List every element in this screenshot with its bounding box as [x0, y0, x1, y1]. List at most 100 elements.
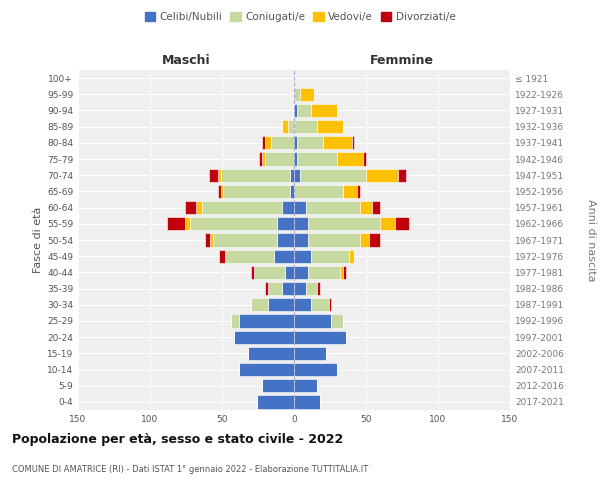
Bar — [311, 104, 337, 117]
Bar — [308, 217, 380, 230]
Bar — [259, 152, 262, 166]
Bar — [294, 104, 297, 117]
Bar — [251, 266, 254, 279]
Bar — [293, 104, 294, 117]
Bar — [343, 266, 346, 279]
Bar — [331, 314, 343, 328]
Bar — [300, 168, 366, 182]
Bar — [380, 217, 395, 230]
Bar — [305, 282, 317, 295]
Bar — [221, 168, 290, 182]
Bar — [219, 250, 225, 263]
Bar — [366, 168, 398, 182]
Bar — [294, 234, 308, 246]
Bar — [369, 234, 380, 246]
Bar — [283, 201, 294, 214]
Text: Femmine: Femmine — [370, 54, 434, 67]
Bar — [268, 298, 294, 312]
Y-axis label: Fasce di età: Fasce di età — [33, 207, 43, 273]
Bar — [196, 201, 202, 214]
Bar — [294, 217, 308, 230]
Bar — [294, 363, 337, 376]
Bar — [265, 136, 271, 149]
Text: Maschi: Maschi — [161, 54, 211, 67]
Bar — [372, 201, 380, 214]
Text: Anni di nascita: Anni di nascita — [586, 198, 596, 281]
Bar — [294, 120, 317, 134]
Bar — [277, 217, 294, 230]
Bar — [268, 282, 283, 295]
Bar — [337, 152, 363, 166]
Bar — [167, 217, 185, 230]
Text: Popolazione per età, sesso e stato civile - 2022: Popolazione per età, sesso e stato civil… — [12, 432, 343, 446]
Bar — [317, 120, 343, 134]
Bar — [214, 234, 277, 246]
Text: COMUNE DI AMATRICE (RI) - Dati ISTAT 1° gennaio 2022 - Elaborazione TUTTITALIA.I: COMUNE DI AMATRICE (RI) - Dati ISTAT 1° … — [12, 466, 368, 474]
Bar — [294, 396, 320, 408]
Bar — [294, 185, 343, 198]
Bar — [218, 185, 221, 198]
Bar — [290, 168, 294, 182]
Bar — [294, 314, 331, 328]
Bar — [265, 282, 268, 295]
Bar — [202, 201, 283, 214]
Bar — [262, 136, 265, 149]
Bar — [277, 234, 294, 246]
Bar — [294, 346, 326, 360]
Bar — [343, 185, 358, 198]
Bar — [230, 314, 239, 328]
Bar — [294, 136, 297, 149]
Bar — [294, 201, 305, 214]
Bar — [317, 282, 320, 295]
Bar — [297, 136, 323, 149]
Bar — [305, 201, 360, 214]
Bar — [209, 168, 218, 182]
Bar — [363, 152, 366, 166]
Bar — [251, 298, 268, 312]
Bar — [257, 396, 294, 408]
Bar — [233, 330, 294, 344]
Bar — [248, 346, 294, 360]
Bar — [294, 330, 346, 344]
Bar — [395, 217, 409, 230]
Bar — [185, 217, 190, 230]
Bar — [286, 266, 294, 279]
Bar — [185, 201, 196, 214]
Bar — [283, 120, 288, 134]
Bar — [225, 250, 274, 263]
Bar — [221, 185, 223, 198]
Bar — [271, 136, 294, 149]
Bar — [283, 282, 294, 295]
Bar — [262, 152, 265, 166]
Bar — [294, 266, 308, 279]
Bar — [398, 168, 406, 182]
Bar — [294, 250, 311, 263]
Bar — [294, 379, 317, 392]
Bar — [294, 152, 297, 166]
Bar — [294, 282, 305, 295]
Bar — [360, 201, 372, 214]
Bar — [294, 168, 300, 182]
Bar — [262, 379, 294, 392]
Bar — [308, 266, 340, 279]
Bar — [297, 152, 337, 166]
Bar — [308, 234, 360, 246]
Bar — [294, 298, 311, 312]
Bar — [288, 120, 294, 134]
Bar — [190, 217, 277, 230]
Bar — [349, 250, 355, 263]
Bar — [218, 168, 221, 182]
Bar — [290, 185, 294, 198]
Bar — [205, 234, 211, 246]
Bar — [329, 298, 331, 312]
Bar — [311, 298, 329, 312]
Bar — [311, 250, 349, 263]
Bar — [223, 185, 290, 198]
Bar — [274, 250, 294, 263]
Bar — [265, 152, 294, 166]
Bar — [239, 314, 294, 328]
Bar — [358, 185, 360, 198]
Bar — [211, 234, 214, 246]
Bar — [360, 234, 369, 246]
Bar — [352, 136, 355, 149]
